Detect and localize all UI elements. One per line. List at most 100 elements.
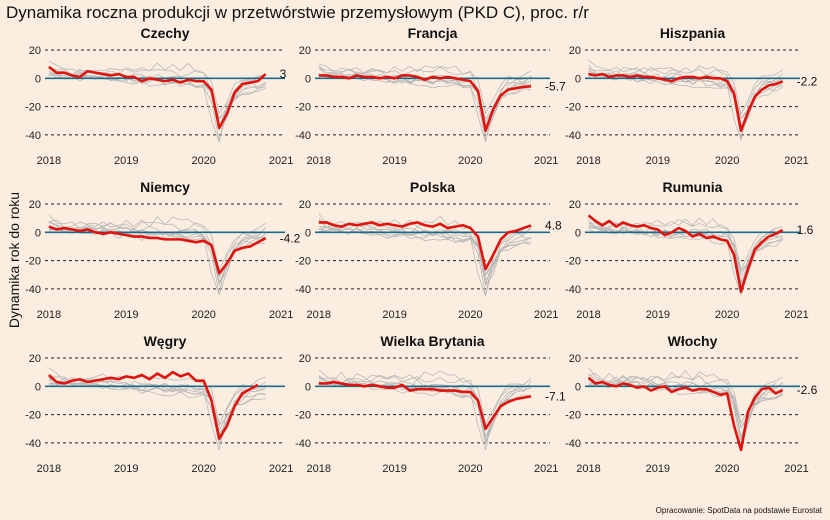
comparison-series-line <box>48 66 266 114</box>
x-tick-label: 2019 <box>382 155 406 167</box>
x-tick-label: 2019 <box>114 463 138 475</box>
panel-title: Wielka Brytania <box>380 333 484 349</box>
panel-francja: Francja 20 0 -20 -40 2018 2019 2020 2021 -5.7 <box>295 25 566 167</box>
panel-włochy: Włochy 20 0 -20 -40 2018 2019 2020 2021 -2.6 <box>565 333 818 475</box>
y-tick-label: -40 <box>25 130 41 142</box>
y-tick-label: 20 <box>569 353 581 365</box>
panel-wielka-brytania: Wielka Brytania 20 0 -20 -40 2018 2019 2020 2021… <box>295 333 566 475</box>
y-tick-label: -20 <box>25 102 41 114</box>
x-tick-label: 2018 <box>37 463 61 475</box>
x-tick-label: 2018 <box>37 155 61 167</box>
x-tick-label: 2019 <box>114 155 138 167</box>
y-tick-label: -40 <box>565 284 581 296</box>
x-tick-label: 2019 <box>382 309 406 321</box>
x-tick-label: 2020 <box>191 463 215 475</box>
x-tick-label: 2018 <box>307 309 331 321</box>
comparison-series-line <box>318 374 532 426</box>
x-tick-label: 2020 <box>715 463 739 475</box>
panel-hiszpania: Hiszpania 20 0 -20 -40 2018 2019 2020 2021 -2.2 <box>565 25 818 167</box>
highlight-series-line <box>318 74 532 132</box>
y-tick-label: 0 <box>575 381 581 393</box>
x-tick-label: 2019 <box>114 309 138 321</box>
x-tick-label: 2020 <box>458 155 482 167</box>
y-tick-label: 20 <box>29 353 41 365</box>
x-tick-label: 2021 <box>534 155 558 167</box>
y-tick-label: 0 <box>305 227 311 239</box>
y-tick-label: -20 <box>25 256 41 268</box>
y-tick-label: 0 <box>305 381 311 393</box>
comparison-series-line <box>588 217 776 287</box>
highlight-series-line <box>47 370 259 440</box>
y-tick-label: -40 <box>25 438 41 450</box>
comparison-series-line <box>318 226 532 277</box>
comparison-series-line <box>588 224 783 272</box>
x-tick-label: 2019 <box>382 463 406 475</box>
y-tick-label: 0 <box>35 381 41 393</box>
y-tick-label: 0 <box>35 227 41 239</box>
y-tick-label: -20 <box>295 256 311 268</box>
panel-title: Polska <box>410 179 455 195</box>
comparison-series-line <box>318 217 532 282</box>
x-tick-label: 2021 <box>269 309 293 321</box>
y-tick-label: -40 <box>295 438 311 450</box>
y-tick-label: 20 <box>29 45 41 57</box>
highlight-series-line <box>48 225 267 275</box>
end-value-label: -4.2 <box>280 231 301 245</box>
x-tick-label: 2018 <box>37 309 61 321</box>
comparison-series-line <box>48 382 266 427</box>
panel-niemcy: Niemcy 20 0 -20 -40 2018 2019 2020 2021 -4.2 <box>25 179 301 321</box>
y-tick-label: -40 <box>565 438 581 450</box>
highlight-series-line <box>318 380 532 431</box>
panel-title: Rumunia <box>663 179 723 195</box>
end-value-label: 1.6 <box>797 223 814 237</box>
y-tick-label: -20 <box>565 256 581 268</box>
source-note: Opracowanie: SpotData na podstawie Euros… <box>655 506 822 515</box>
comparison-series-line <box>318 66 532 115</box>
y-tick-label: -40 <box>25 284 41 296</box>
comparison-series-line <box>318 63 532 142</box>
highlight-series-line <box>48 65 267 130</box>
x-tick-label: 2018 <box>307 155 331 167</box>
y-tick-label: 0 <box>575 73 581 85</box>
panel-title: Niemcy <box>140 179 190 195</box>
y-tick-label: -40 <box>295 130 311 142</box>
y-tick-label: -20 <box>295 102 311 114</box>
highlight-series-line <box>587 376 784 452</box>
y-tick-label: 20 <box>569 45 581 57</box>
x-tick-label: 2020 <box>458 463 482 475</box>
x-tick-label: 2018 <box>576 155 600 167</box>
x-tick-label: 2019 <box>646 155 670 167</box>
comparison-series-line <box>318 370 524 442</box>
y-tick-label: -40 <box>295 284 311 296</box>
comparison-series-line <box>48 219 266 272</box>
highlight-series-line <box>588 72 784 132</box>
chart-main-title: Dynamika roczna produkcji w przetwórstwi… <box>6 3 589 22</box>
panel-rumunia: Rumunia 20 0 -20 -40 2018 2019 2020 2021 1.6 <box>565 179 814 321</box>
comparison-series-line <box>588 381 783 440</box>
x-tick-label: 2021 <box>784 463 808 475</box>
y-tick-label: 20 <box>29 199 41 211</box>
x-tick-label: 2018 <box>576 309 600 321</box>
panel-czechy: Czechy 20 0 -20 -40 2018 2019 2020 2021 3 <box>25 25 293 167</box>
y-tick-label: 20 <box>299 353 311 365</box>
comparison-series-line <box>48 226 266 286</box>
x-tick-label: 2020 <box>715 309 739 321</box>
end-value-label: 3 <box>280 67 287 81</box>
x-tick-label: 2021 <box>269 463 293 475</box>
panel-title: Czechy <box>140 25 189 41</box>
end-value-label: -7.1 <box>545 389 566 403</box>
y-tick-label: -20 <box>25 410 41 422</box>
x-tick-label: 2021 <box>784 155 808 167</box>
y-tick-label: 20 <box>299 199 311 211</box>
x-tick-label: 2020 <box>458 309 482 321</box>
comparison-series-line <box>588 226 783 297</box>
y-tick-label: -20 <box>565 102 581 114</box>
x-tick-label: 2019 <box>646 463 670 475</box>
y-tick-label: 0 <box>305 73 311 85</box>
y-tick-label: 0 <box>35 73 41 85</box>
y-tick-label: 20 <box>569 199 581 211</box>
y-tick-label: 20 <box>299 45 311 57</box>
panel-węgry: Węgry 20 0 -20 -40 2018 2019 2020 2021 <box>25 333 293 475</box>
panel-polska: Polska 20 0 -20 -40 2018 2019 2020 2021 4.8 <box>295 179 562 321</box>
